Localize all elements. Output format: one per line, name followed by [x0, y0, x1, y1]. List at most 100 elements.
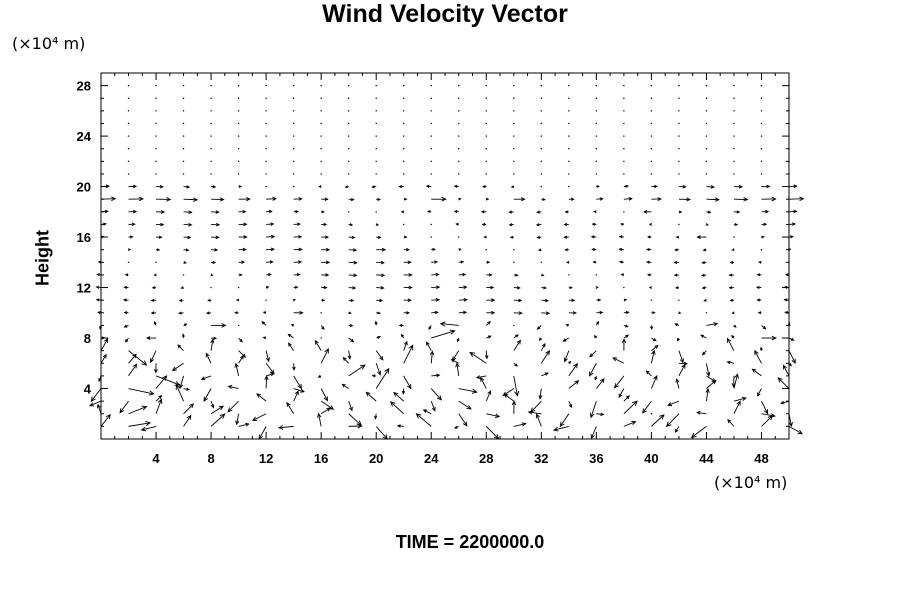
- wind-vector: [568, 97, 570, 99]
- wind-vector: [486, 310, 496, 315]
- wind-vector: [238, 247, 247, 252]
- wind-vector: [127, 97, 130, 99]
- wind-vector: [403, 97, 405, 99]
- wind-vector: [431, 285, 441, 290]
- wind-vector: [452, 350, 460, 362]
- wind-vector: [706, 185, 716, 189]
- wind-vector: [568, 311, 577, 315]
- wind-vector: [258, 426, 267, 440]
- wind-vector: [100, 135, 102, 137]
- wind-vector: [780, 400, 790, 405]
- wind-vector: [568, 135, 570, 137]
- wind-vector: [265, 350, 270, 363]
- wind-vector: [540, 261, 543, 264]
- wind-vector: [759, 346, 763, 351]
- wind-vector: [455, 222, 459, 226]
- wind-vector: [89, 400, 102, 407]
- wind-vector: [238, 337, 243, 343]
- wind-vector: [128, 184, 138, 189]
- wind-vector: [623, 211, 625, 213]
- wind-vector: [674, 248, 679, 252]
- wind-vector: [183, 235, 192, 240]
- wind-vector: [376, 273, 386, 278]
- wind-vector: [728, 273, 734, 277]
- wind-vector: [541, 197, 546, 201]
- wind-vector: [538, 337, 542, 341]
- wind-vector: [98, 375, 102, 383]
- wind-vector: [183, 387, 191, 391]
- wind-vector: [155, 148, 157, 150]
- wind-vector: [155, 135, 157, 137]
- wind-vector: [265, 363, 275, 375]
- wind-vector: [371, 185, 377, 189]
- wind-vector: [731, 311, 735, 315]
- wind-vector: [318, 185, 322, 189]
- wind-vector: [182, 173, 185, 175]
- wind-vector: [100, 110, 102, 112]
- wind-vector: [348, 298, 355, 303]
- wind-vector: [678, 185, 687, 189]
- y-tick-label: 12: [77, 281, 91, 296]
- x-tick-label: 48: [754, 451, 768, 466]
- wind-vector: [591, 222, 597, 226]
- wind-vector: [674, 323, 680, 327]
- wind-vector: [178, 298, 184, 302]
- wind-vector: [513, 261, 515, 264]
- wind-vector: [595, 320, 600, 326]
- wind-vector: [760, 122, 763, 125]
- wind-vector: [540, 342, 546, 351]
- wind-vector: [265, 84, 267, 87]
- wind-vector: [643, 210, 652, 214]
- wind-vector: [403, 273, 413, 277]
- wind-vector: [348, 400, 353, 412]
- wind-vector: [398, 323, 404, 327]
- wind-vector: [393, 391, 405, 402]
- wind-vector: [537, 248, 542, 252]
- wind-vector: [127, 135, 130, 137]
- wind-vector: [701, 350, 707, 356]
- wind-vector: [266, 247, 275, 252]
- wind-vector: [227, 385, 239, 389]
- wind-vector: [261, 321, 267, 326]
- wind-vector: [321, 247, 331, 252]
- wind-vector: [122, 298, 129, 302]
- wind-vector: [348, 273, 358, 278]
- wind-vector: [431, 329, 456, 339]
- wind-vector: [788, 97, 790, 99]
- wind-vector: [733, 135, 735, 137]
- wind-vector: [211, 185, 217, 189]
- wind-vector: [123, 324, 129, 328]
- wind-vector: [618, 235, 624, 239]
- wind-vector: [156, 184, 164, 189]
- wind-vector: [123, 285, 129, 289]
- wind-vector: [182, 122, 185, 125]
- wind-vector: [96, 273, 102, 277]
- wind-vector: [320, 388, 328, 402]
- wind-vector: [650, 148, 653, 150]
- x-tick-label: 16: [314, 451, 328, 466]
- wind-vector: [321, 235, 330, 239]
- wind-vector: [430, 173, 432, 175]
- wind-vector: [705, 363, 711, 377]
- wind-vector: [458, 110, 460, 112]
- wind-vector: [376, 286, 385, 290]
- wind-vector: [788, 261, 790, 264]
- wind-vector: [623, 110, 625, 112]
- wind-vector: [481, 222, 487, 226]
- wind-vector: [458, 272, 467, 277]
- wind-vector: [183, 260, 187, 264]
- wind-vector: [262, 336, 267, 340]
- wind-vector: [153, 363, 158, 374]
- wind-vector: [530, 400, 542, 413]
- wind-vector: [210, 405, 224, 415]
- wind-vector: [375, 160, 377, 163]
- wind-vector: [646, 273, 652, 277]
- wind-vector: [292, 298, 297, 302]
- wind-vector: [568, 84, 570, 87]
- wind-vector: [262, 311, 267, 315]
- wind-vector: [453, 184, 459, 188]
- wind-vector: [348, 248, 358, 252]
- wind-vector: [365, 391, 377, 402]
- wind-vector: [347, 110, 350, 112]
- wind-vector: [650, 325, 654, 330]
